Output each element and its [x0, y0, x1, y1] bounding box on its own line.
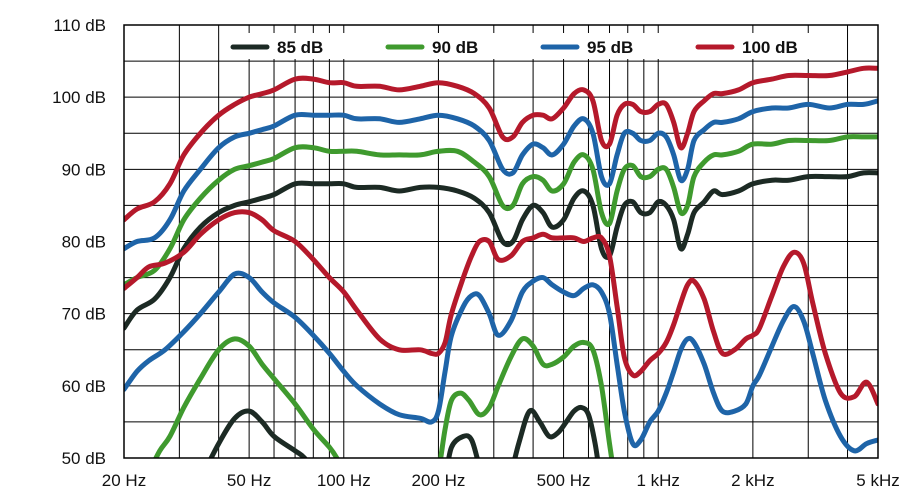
legend-label: 90 dB — [432, 38, 478, 57]
series-line-100db-lower — [124, 209, 878, 407]
x-tick-label: 500 Hz — [537, 471, 591, 490]
series-line-85db-lower — [208, 404, 600, 458]
series-line-90db-lower — [153, 336, 615, 458]
series-line-95db-lower — [124, 270, 878, 454]
y-tick-label: 60 dB — [62, 377, 106, 396]
series-line-95db-upper — [124, 98, 878, 252]
x-tick-label: 200 Hz — [411, 471, 465, 490]
series-line-85db-upper — [124, 170, 878, 331]
y-tick-label: 90 dB — [62, 160, 106, 179]
x-tick-label: 20 Hz — [102, 471, 146, 490]
response-curves — [124, 65, 878, 458]
y-tick-label: 70 dB — [62, 305, 106, 324]
series-line-90db-upper — [124, 134, 878, 288]
legend-label: 85 dB — [277, 38, 323, 57]
legend: 85 dB 90 dB 95 dB 100 dB — [222, 33, 834, 59]
x-tick-label: 5 kHz — [856, 471, 899, 490]
series-line-100db-upper — [124, 65, 878, 223]
x-tick-label: 50 Hz — [227, 471, 271, 490]
plot-frame — [123, 24, 879, 459]
legend-label: 100 dB — [742, 38, 798, 57]
y-tick-label: 110 dB — [53, 16, 106, 35]
x-axis-tick-labels: 20 Hz 50 Hz 100 Hz 200 Hz 500 Hz 1 kHz 2 kHz 5 … — [102, 471, 900, 490]
y-tick-label: 80 dB — [62, 233, 106, 252]
x-tick-label: 1 kHz — [636, 471, 679, 490]
y-tick-label: 100 dB — [52, 88, 106, 107]
legend-label: 95 dB — [587, 38, 633, 57]
y-tick-label: 50 dB — [62, 449, 106, 468]
x-tick-label: 2 kHz — [731, 471, 774, 490]
y-axis-tick-labels: 50 dB 60 dB 70 dB 80 dB 90 dB 100 dB 110 dB — [52, 16, 106, 468]
x-tick-label: 100 Hz — [317, 471, 371, 490]
